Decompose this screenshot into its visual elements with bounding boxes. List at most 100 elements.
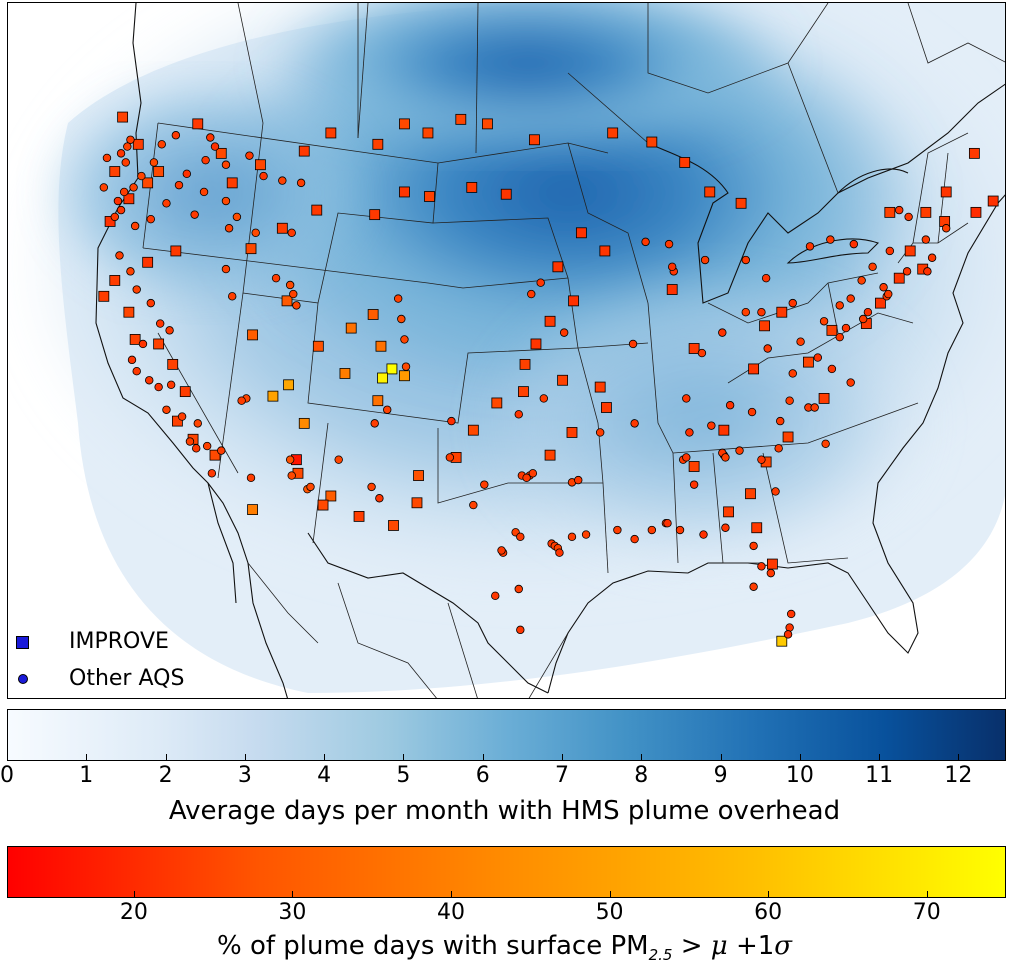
aqs-site-marker xyxy=(177,412,187,421)
improve-site-marker xyxy=(283,379,294,391)
improve-site-marker xyxy=(375,340,387,352)
improve-site-marker xyxy=(226,177,238,189)
colorbar-tick-label: 12 xyxy=(944,763,973,788)
aqs-site-marker xyxy=(149,158,159,167)
aqs-site-marker xyxy=(221,196,231,206)
aqs-site-marker xyxy=(757,308,766,317)
improve-site-marker xyxy=(723,506,734,518)
aqs-site-marker xyxy=(126,267,135,276)
aqs-site-marker xyxy=(287,471,296,480)
improve-site-marker xyxy=(826,324,838,336)
aqs-site-marker xyxy=(157,140,166,149)
colorbar-tick-label: 50 xyxy=(595,900,624,925)
improve-site-marker xyxy=(599,245,611,257)
aqs-site-marker xyxy=(155,319,165,328)
aqs-site-marker xyxy=(237,396,246,405)
improve-site-marker xyxy=(372,138,384,150)
aqs-site-marker xyxy=(400,335,409,344)
circle-marker-icon xyxy=(18,674,28,684)
aqs-site-marker xyxy=(921,235,931,244)
aqs-site-marker xyxy=(278,176,287,185)
improve-site-marker xyxy=(276,222,288,234)
colorbar-tick-label: 60 xyxy=(754,900,783,925)
improve-site-marker xyxy=(968,147,980,159)
pm-label-sigma: σ xyxy=(774,931,793,961)
improve-site-marker xyxy=(311,204,323,216)
improve-site-marker xyxy=(482,118,493,130)
aqs-site-marker xyxy=(857,276,866,285)
improve-site-marker xyxy=(491,397,503,409)
improve-site-marker xyxy=(467,424,479,436)
improve-site-marker xyxy=(215,147,227,159)
improve-site-marker xyxy=(179,386,191,398)
aqs-site-marker xyxy=(334,455,343,464)
aqs-site-marker xyxy=(846,294,855,303)
aqs-site-marker xyxy=(555,548,564,557)
aqs-site-marker xyxy=(383,405,392,414)
aqs-site-marker xyxy=(137,171,146,181)
aqs-site-marker xyxy=(102,153,112,163)
aqs-site-marker xyxy=(741,255,750,265)
colorbar-tick-mark xyxy=(799,754,801,761)
colorbar-tick-label: 3 xyxy=(237,763,252,788)
aqs-site-marker xyxy=(766,568,776,578)
aqs-site-marker xyxy=(116,149,126,158)
improve-site-marker xyxy=(325,490,337,502)
improve-site-marker xyxy=(904,245,916,257)
aqs-site-marker xyxy=(647,525,657,535)
improve-site-marker xyxy=(688,343,700,354)
improve-site-marker xyxy=(109,166,121,177)
aqs-site-marker xyxy=(805,242,815,251)
aqs-site-marker xyxy=(785,396,794,405)
aqs-site-marker xyxy=(685,428,694,437)
aqs-site-marker xyxy=(835,332,844,342)
aqs-site-marker xyxy=(735,446,744,455)
colorbar-tick-mark xyxy=(609,891,611,898)
improve-site-marker xyxy=(339,368,351,379)
improve-site-marker xyxy=(142,256,154,268)
improve-site-marker xyxy=(367,309,379,320)
aqs-site-marker xyxy=(774,444,783,453)
aqs-site-marker xyxy=(689,480,699,489)
aqs-site-marker xyxy=(813,353,823,362)
aqs-site-marker xyxy=(210,142,220,151)
aqs-site-marker xyxy=(771,487,780,496)
improve-site-marker xyxy=(466,182,478,193)
aqs-site-marker xyxy=(902,267,912,276)
aqs-site-marker xyxy=(863,308,873,317)
improve-site-marker xyxy=(884,206,896,218)
aqs-site-marker xyxy=(130,221,140,231)
aqs-site-marker xyxy=(826,235,835,244)
improve-site-marker xyxy=(544,449,556,461)
improve-site-marker xyxy=(666,284,678,295)
aqs-site-marker xyxy=(941,224,951,233)
improve-site-marker xyxy=(245,243,257,255)
colorbar-tick-mark xyxy=(562,754,563,761)
aqs-site-marker xyxy=(146,214,156,224)
aqs-site-marker xyxy=(447,416,456,426)
aqs-site-marker xyxy=(190,210,199,219)
aqs-site-marker xyxy=(514,584,523,594)
aqs-site-marker xyxy=(527,289,536,299)
colorbar-tick-label: 70 xyxy=(912,900,941,925)
improve-site-marker xyxy=(557,374,568,386)
improve-site-marker xyxy=(552,261,564,273)
aqs-site-marker xyxy=(162,405,171,414)
aqs-site-marker xyxy=(536,278,545,287)
improve-site-marker xyxy=(607,127,619,139)
aqs-site-marker xyxy=(747,407,757,417)
improve-site-marker xyxy=(776,635,788,647)
improve-site-marker xyxy=(745,488,756,500)
improve-site-marker xyxy=(123,306,135,318)
improve-site-marker xyxy=(776,306,788,318)
aqs-site-marker xyxy=(514,410,523,419)
aqs-site-marker xyxy=(259,171,268,181)
aqs-site-marker xyxy=(884,289,893,299)
aqs-site-marker xyxy=(749,541,758,551)
improve-site-marker xyxy=(411,497,423,509)
aqs-site-marker xyxy=(221,264,231,274)
legend-aqs: Other AQS xyxy=(16,666,184,692)
aqs-site-marker xyxy=(138,339,148,349)
aqs-site-marker xyxy=(763,344,772,353)
aqs-site-marker xyxy=(491,591,500,601)
